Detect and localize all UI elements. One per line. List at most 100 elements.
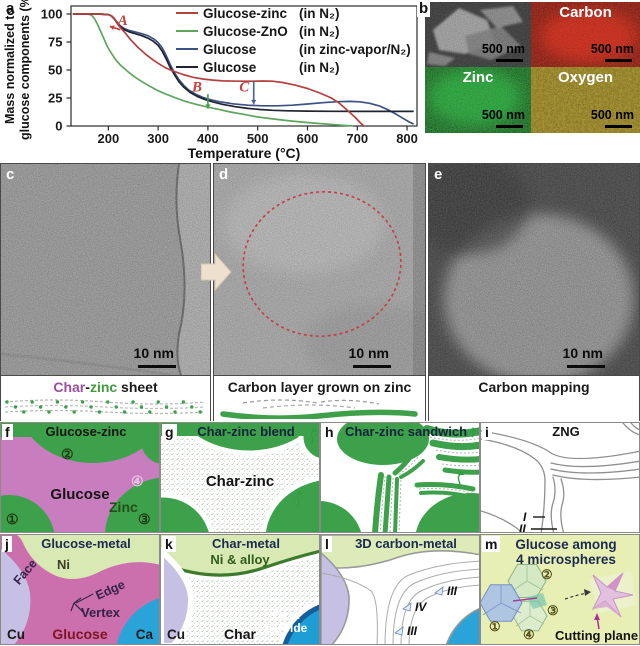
zinc-regions	[1, 423, 159, 532]
panel-letter-g: g	[162, 424, 177, 440]
caption-char: Char	[53, 379, 86, 395]
x-tick-label: 400	[197, 131, 219, 146]
legend-condition: (in N₂)	[299, 5, 340, 21]
glucose-zinc-schematic	[1, 423, 159, 532]
label-III-top: III	[447, 584, 458, 598]
char-zinc-sandwich-schematic	[321, 423, 479, 532]
cu-region	[161, 547, 195, 644]
carbon-eds-map	[531, 2, 640, 67]
carbon-mapping-tem	[429, 164, 639, 375]
x-tick-label: 700	[346, 131, 368, 146]
element-label: Oxygen	[557, 69, 614, 86]
panel-letter-h: h	[322, 424, 337, 440]
legend-label: Glucose-zinc	[203, 5, 288, 21]
cu-region	[321, 551, 350, 644]
graphene-sheets	[481, 423, 639, 532]
label-I: I	[523, 510, 527, 524]
glucose-metal-schematic	[1, 535, 159, 644]
y-tick-label: 100	[41, 7, 63, 22]
microsphere-3-partial	[527, 593, 547, 609]
legend-condition: (in zinc-vapor/N₂)	[299, 41, 411, 57]
ni-label: Ni	[57, 557, 70, 572]
legend-label: Glucose	[203, 41, 257, 57]
x-tick-label: 300	[147, 131, 169, 146]
y-tick-label: 75	[48, 35, 62, 50]
panel-i: i ZNG I II	[480, 422, 640, 533]
panel-letter-e: e	[434, 166, 443, 183]
ca-label: Ca	[135, 627, 153, 642]
glucose-label: Glucose	[50, 486, 110, 503]
ni-alloy-curve	[161, 549, 319, 577]
char-layers	[379, 436, 479, 532]
zinc-layers	[372, 425, 479, 532]
char-zinc-sheet-schematic	[4, 399, 206, 415]
panel-g-title: Char-zinc blend	[197, 424, 295, 439]
panel-letter-l: l	[322, 536, 332, 552]
annotation-A: A	[117, 13, 128, 29]
vertex-marker	[70, 593, 94, 614]
caption-zinc: zinc	[89, 379, 118, 395]
ca-carbide-label: Ca & carbide	[264, 608, 308, 635]
zinc-label: Zinc	[109, 499, 138, 515]
panel-k-title: Char-metal	[212, 536, 280, 551]
scalebar-label: 10 nm	[133, 345, 174, 361]
caption-sheet: sheet	[117, 379, 158, 395]
cu-label: Cu	[167, 627, 185, 642]
cutting-plane-label: Cutting plane	[555, 628, 639, 643]
element-label: Carbon	[559, 4, 612, 21]
circled-4-faint: ④	[131, 473, 144, 489]
vertex-label: Vertex	[81, 605, 121, 620]
panel-b: 500 nm Carbon 500 nm Zinc 500 nm	[425, 2, 640, 133]
ca-region	[116, 598, 159, 644]
zinc-sheet-green-bar	[219, 409, 418, 419]
label-IV: IV	[415, 600, 427, 614]
panel-d-caption: Carbon layer grown on zinc	[214, 375, 425, 421]
y-tick-label: 25	[48, 91, 62, 106]
y-tick-label: 0	[55, 119, 62, 134]
y-axis-title-line1: Mass normalized to	[3, 8, 17, 124]
circled-1: ①	[6, 511, 19, 527]
y-axis-title-line2: glucose components (%)	[18, 0, 32, 140]
panel-e: e 10 nm Carbon mapping	[428, 163, 640, 421]
char-zinc-sheet-tem	[1, 164, 210, 375]
scalebar	[138, 364, 176, 368]
scalebar-label: 500 nm	[481, 108, 525, 122]
right-block-arrow-icon	[201, 253, 232, 292]
panel-d: d 10 nm Carbon layer grown on zinc	[213, 163, 426, 421]
series-glucose-zno	[72, 13, 354, 127]
panel-h-title: Char-zinc sandwich	[344, 424, 468, 439]
panel-d-tem: d 10 nm	[214, 164, 425, 375]
scalebar	[496, 58, 523, 62]
glucose-edge-line	[512, 597, 538, 602]
panel-letter-d: d	[219, 166, 229, 183]
scalebar-label: 10 nm	[348, 345, 389, 361]
legend-label: Glucose-ZnO	[203, 23, 288, 39]
ni-alloy-label: Ni & alloy	[210, 552, 270, 567]
label-II: II	[519, 522, 526, 533]
panel-letter-a: a	[6, 0, 15, 17]
carbon-on-zinc-schematic	[219, 399, 418, 419]
panel-letter-m: m	[482, 536, 501, 552]
legend-item: Glucose (in zinc-vapor/N₂)	[176, 40, 428, 58]
legend-line-glucose-zincvapor	[176, 47, 198, 51]
oxygen-eds-map	[531, 67, 640, 133]
x-axis-title: Temperature (°C)	[188, 145, 301, 161]
panel-b-oxygen-map: Oxygen 500 nm	[531, 67, 640, 133]
glucose-label: Glucose	[52, 626, 108, 642]
scalebar	[567, 364, 605, 368]
panel-b-carbon-map: Carbon 500 nm	[531, 2, 640, 67]
legend-item: Glucose-zinc (in N₂)	[176, 4, 428, 22]
panel-letter-b: b	[417, 0, 431, 17]
char-zinc-blend-schematic	[161, 423, 319, 532]
scalebar-label: 500 nm	[481, 42, 525, 56]
legend-line-glucose-n2	[176, 65, 198, 69]
ni-region	[321, 535, 479, 569]
scalebar-label: 500 nm	[590, 42, 634, 56]
zinc-specks	[293, 427, 319, 502]
element-label: Zinc	[462, 69, 494, 86]
panel-h: h Char-zinc sandwich	[320, 422, 480, 533]
cu-region	[1, 549, 31, 644]
ca-region	[445, 607, 479, 644]
label-III-bottom: III	[407, 624, 418, 638]
y-tick-label: 50	[48, 63, 62, 78]
